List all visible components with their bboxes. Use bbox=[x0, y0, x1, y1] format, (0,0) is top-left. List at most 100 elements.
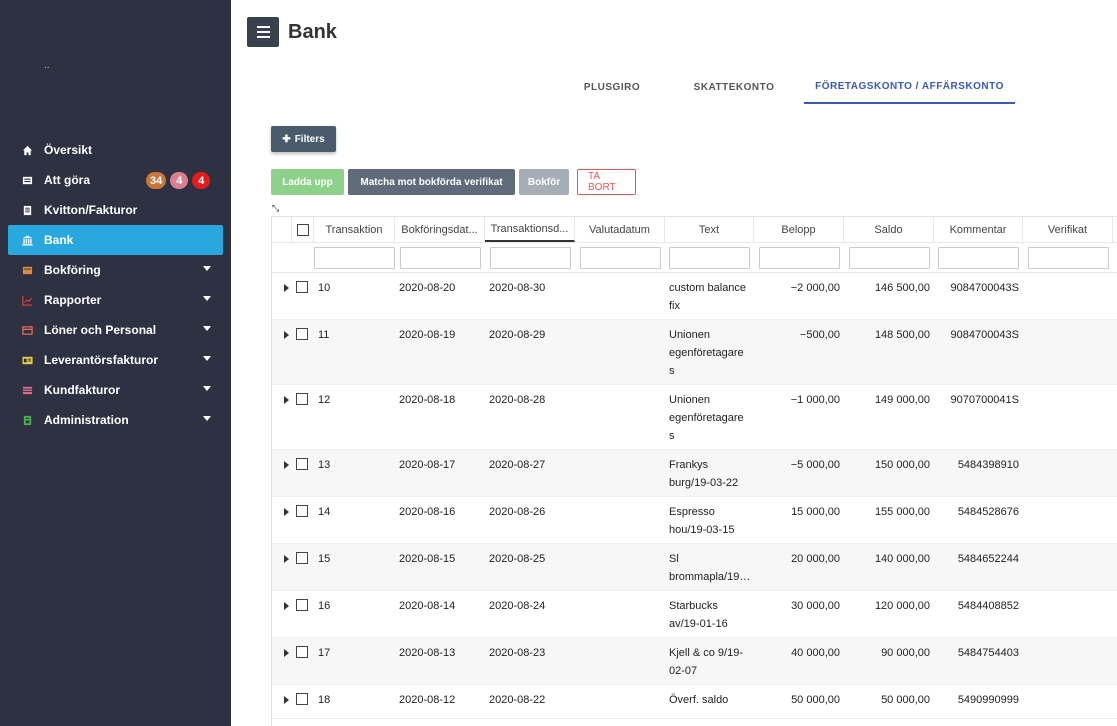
delete-button[interactable]: TA BORT bbox=[577, 169, 636, 195]
table-row[interactable]: 11 2020-08-19 2020-08-29 Unionen egenför… bbox=[272, 320, 1117, 385]
cell-text: Överf. saldo bbox=[669, 694, 729, 706]
row-expander[interactable] bbox=[272, 320, 292, 384]
row-expander[interactable] bbox=[272, 591, 292, 637]
column-header-kommentar[interactable]: Kommentar bbox=[934, 217, 1023, 242]
sidebar-item-leverantorsfakturor[interactable]: Leverantörsfakturor bbox=[0, 345, 231, 375]
tab-skattekonto[interactable]: SKATTEKONTO bbox=[693, 81, 775, 93]
cell-transaktion: 12 bbox=[318, 394, 331, 406]
cell-bokforingsdatum: 2020-08-12 bbox=[399, 694, 456, 706]
cell-text: Unionen egenföretagare s bbox=[669, 329, 744, 377]
row-checkbox[interactable] bbox=[296, 646, 308, 658]
sidebar-item-bokforing[interactable]: Bokföring bbox=[0, 255, 231, 285]
sidebar-item-kvitton[interactable]: Kvitton/Fakturor bbox=[0, 195, 231, 225]
table-row[interactable]: 13 2020-08-17 2020-08-27 Frankys burg/19… bbox=[272, 450, 1117, 497]
sidebar-item-rapporter[interactable]: Rapporter bbox=[0, 285, 231, 315]
match-button[interactable]: Matcha mot bokförda verifikat bbox=[348, 169, 515, 195]
table-row[interactable]: 12 2020-08-18 2020-08-28 Unionen egenför… bbox=[272, 385, 1117, 450]
cell-saldo: 146 500,00 bbox=[874, 282, 930, 294]
sidebar-item-oversikt[interactable]: Översikt bbox=[0, 135, 231, 165]
cell-kommentar: 5484652244 bbox=[957, 553, 1019, 565]
row-checkbox[interactable] bbox=[296, 599, 308, 611]
cell-transaktionsdatum: 2020-08-25 bbox=[489, 553, 546, 565]
sidebar-item-att-gora[interactable]: Att göra 34 4 4 bbox=[0, 165, 231, 195]
table-row[interactable]: 10 2020-08-20 2020-08-30 custom balance … bbox=[272, 273, 1117, 320]
filter-text-input[interactable] bbox=[669, 246, 750, 269]
table-row[interactable]: 16 2020-08-14 2020-08-24 Starbucks av/19… bbox=[272, 591, 1117, 638]
sidebar-item-label: Översikt bbox=[44, 143, 93, 157]
cell-text: Frankys burg/19-03-22 bbox=[669, 459, 739, 489]
cell-kommentar: 9070700041S bbox=[950, 394, 1019, 406]
cell-transaktionsdatum: 2020-08-29 bbox=[489, 329, 546, 341]
table-row[interactable]: 18 2020-08-12 2020-08-22 Överf. saldo 50… bbox=[272, 685, 1117, 719]
filters-label: Filters bbox=[294, 133, 325, 145]
book-button[interactable]: Bokför bbox=[519, 169, 569, 195]
row-expander[interactable] bbox=[272, 497, 292, 543]
cell-verifikat bbox=[1023, 385, 1113, 449]
filter-saldo-input[interactable] bbox=[848, 246, 930, 269]
row-checkbox[interactable] bbox=[296, 328, 308, 340]
hamburger-menu-button[interactable] bbox=[247, 17, 279, 47]
row-checkbox[interactable] bbox=[296, 693, 308, 705]
cell-verifikat bbox=[1023, 320, 1113, 384]
filter-bokforingsdatum-input[interactable] bbox=[399, 246, 481, 269]
upload-button[interactable]: Ladda upp bbox=[271, 169, 344, 195]
filter-row bbox=[272, 243, 1117, 273]
select-all-checkbox[interactable] bbox=[296, 223, 309, 236]
row-checkbox[interactable] bbox=[296, 281, 308, 293]
column-header-belopp[interactable]: Belopp bbox=[754, 217, 844, 242]
filter-transaktionsdatum-input[interactable] bbox=[489, 246, 571, 269]
transactions-table: Transaktion Bokföringsdat... Transaktion… bbox=[271, 216, 1117, 726]
expand-icon bbox=[284, 508, 289, 516]
filter-valutadatum-input[interactable] bbox=[579, 246, 661, 269]
tab-foretagskonto[interactable]: FÖRETAGSKONTO / AFFÄRSKONTO bbox=[804, 70, 1015, 104]
collapse-icon[interactable]: ⤡ bbox=[272, 203, 280, 213]
filters-button[interactable]: ✚ Filters bbox=[271, 126, 336, 152]
filter-kommentar-input[interactable] bbox=[938, 246, 1019, 269]
column-header-saldo[interactable]: Saldo bbox=[844, 217, 934, 242]
row-checkbox[interactable] bbox=[296, 552, 308, 564]
row-checkbox[interactable] bbox=[296, 458, 308, 470]
header-expand bbox=[272, 217, 292, 242]
cell-belopp: −5 000,00 bbox=[790, 459, 840, 471]
column-header-transaktion[interactable]: Transaktion bbox=[314, 217, 395, 242]
cell-transaktionsdatum: 2020-08-27 bbox=[489, 459, 546, 471]
sidebar-item-label: Leverantörsfakturor bbox=[44, 353, 159, 367]
expand-icon bbox=[284, 396, 289, 404]
table-row[interactable]: 14 2020-08-16 2020-08-26 Espresso hou/19… bbox=[272, 497, 1117, 544]
sidebar-item-administration[interactable]: Administration bbox=[0, 405, 231, 435]
row-expander[interactable] bbox=[272, 385, 292, 449]
row-expander[interactable] bbox=[272, 544, 292, 590]
table-header: Transaktion Bokföringsdat... Transaktion… bbox=[272, 217, 1117, 243]
column-header-transaktionsdatum[interactable]: Transaktionsd... bbox=[485, 217, 575, 242]
expand-icon bbox=[284, 602, 289, 610]
filter-belopp-input[interactable] bbox=[758, 246, 840, 269]
cell-valutadatum bbox=[575, 320, 665, 384]
column-header-valutadatum[interactable]: Valutadatum bbox=[575, 217, 665, 242]
row-checkbox[interactable] bbox=[296, 505, 308, 517]
row-expander[interactable] bbox=[272, 273, 292, 319]
header-select bbox=[292, 217, 314, 242]
cell-transaktionsdatum: 2020-08-24 bbox=[489, 600, 546, 612]
table-row[interactable]: 15 2020-08-15 2020-08-25 Sl brommapla/19… bbox=[272, 544, 1117, 591]
table-row[interactable]: 17 2020-08-13 2020-08-23 Kjell & co 9/19… bbox=[272, 638, 1117, 685]
row-expander[interactable] bbox=[272, 685, 292, 718]
column-header-bokforingsdatum[interactable]: Bokföringsdat... bbox=[395, 217, 485, 242]
tab-plusgiro[interactable]: PLUSGIRO bbox=[583, 81, 641, 93]
sidebar-item-kundfakturor[interactable]: Kundfakturor bbox=[0, 375, 231, 405]
row-checkbox[interactable] bbox=[296, 393, 308, 405]
filter-verifikat-input[interactable] bbox=[1027, 246, 1109, 269]
cell-valutadatum bbox=[575, 385, 665, 449]
cell-valutadatum bbox=[575, 685, 665, 718]
filter-transaktion-input[interactable] bbox=[314, 246, 395, 269]
sidebar-item-bank[interactable]: Bank bbox=[8, 225, 223, 255]
cell-saldo: 155 000,00 bbox=[874, 506, 930, 518]
column-header-verifikat[interactable]: Verifikat bbox=[1023, 217, 1113, 242]
row-expander[interactable] bbox=[272, 450, 292, 496]
cell-transaktion: 18 bbox=[318, 694, 331, 706]
cell-valutadatum bbox=[575, 638, 665, 684]
sidebar-item-loner[interactable]: Löner och Personal bbox=[0, 315, 231, 345]
cell-saldo: 149 000,00 bbox=[874, 394, 930, 406]
cell-text: Starbucks av/19-01-16 bbox=[669, 600, 728, 630]
column-header-text[interactable]: Text bbox=[665, 217, 754, 242]
row-expander[interactable] bbox=[272, 638, 292, 684]
